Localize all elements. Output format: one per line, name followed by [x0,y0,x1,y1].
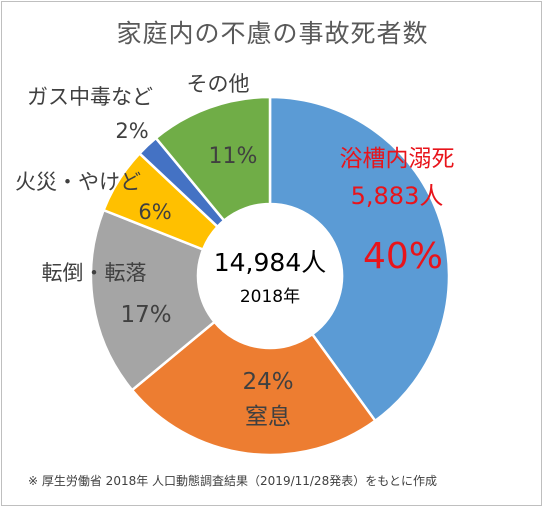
label-fire-percent: 6% [138,200,171,224]
label-gas-percent: 2% [115,119,148,143]
center-year: 2018年 [240,287,300,307]
chart-title: 家庭内の不慮の事故死者数 [116,19,429,48]
slice-fall [89,208,217,392]
label-bath-name: 浴槽内溺死 [340,146,455,172]
footnote: ※ 厚生労働省 2018年 人口動態調査結果（2019/11/28発表）をもとに… [28,474,437,488]
label-bath-count: 5,883人 [351,182,444,210]
label-choke-name: 窒息 [245,404,291,430]
label-fall-name: 転倒・転落 [42,261,147,285]
label-gas-name: ガス中毒など [27,85,153,109]
label-bath-percent: 40% [363,236,443,277]
label-fire-name: 火災・やけど [15,170,141,194]
label-other-name: その他 [187,72,250,96]
slices-group [89,95,451,457]
slice-bath [268,95,451,423]
center-total: 14,984人 [214,248,326,277]
slice-choke [130,320,377,457]
slice-other [154,95,272,223]
label-choke-percent: 24% [242,369,293,395]
label-fall-percent: 17% [120,302,171,328]
label-other-percent: 11% [209,144,258,169]
